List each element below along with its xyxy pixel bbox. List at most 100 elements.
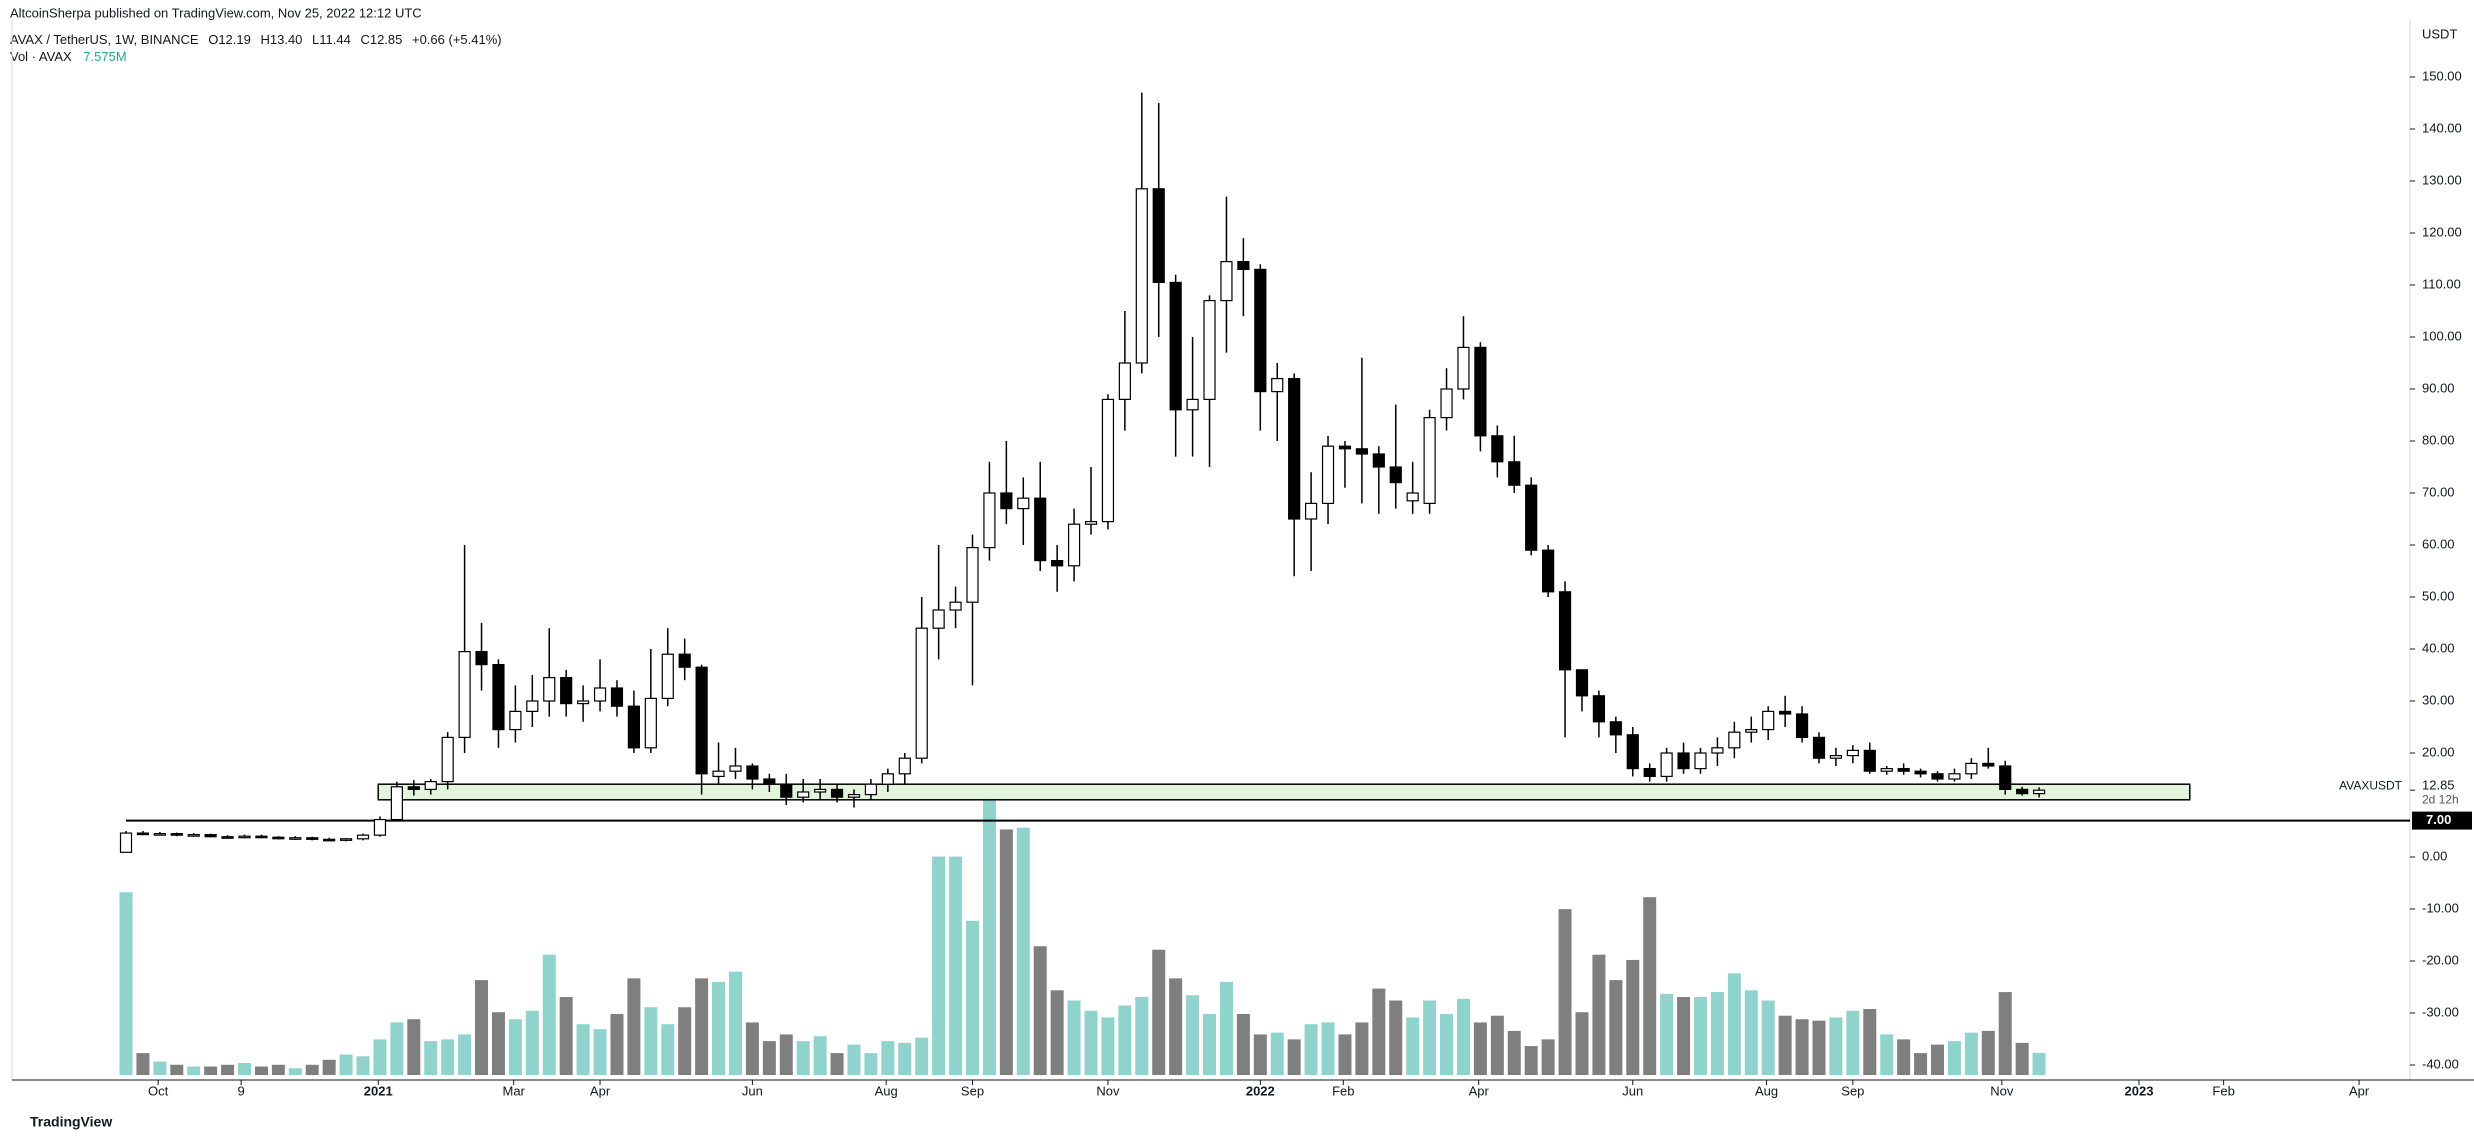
volume-bar: [881, 1041, 895, 1075]
x-tick-label: 9: [238, 1083, 245, 1098]
high: H13.40: [260, 32, 302, 47]
volume-bar: [661, 1024, 675, 1075]
volume-bar: [1084, 1010, 1098, 1075]
candle-body: [644, 697, 657, 749]
candle-body: [1880, 767, 1893, 772]
volume-bar: [1389, 1000, 1403, 1075]
volume-bar: [1033, 946, 1047, 1075]
volume-bar: [119, 892, 133, 1075]
volume-bar: [1490, 1015, 1504, 1075]
volume-bar: [1440, 1013, 1454, 1075]
candle-body: [763, 778, 776, 785]
candle-body: [1338, 445, 1352, 450]
y-tick-label: 100.00: [2422, 328, 2462, 343]
candle-body: [153, 832, 166, 836]
volume-bar: [1964, 1032, 1978, 1075]
candle-body: [780, 783, 793, 798]
volume-bar: [356, 1056, 370, 1075]
footer-brand: TradingView: [30, 1114, 112, 1130]
candle-body: [610, 687, 624, 707]
volume-bar: [187, 1066, 201, 1075]
volume-bar: [1152, 949, 1166, 1075]
volume-bar: [576, 1024, 590, 1075]
volume-bar: [695, 978, 709, 1075]
volume-bar: [1744, 990, 1758, 1075]
y-tick-label: 90.00: [2422, 380, 2455, 395]
candle-body: [1694, 752, 1707, 770]
volume-bar: [1643, 897, 1657, 1075]
candle-body: [695, 666, 708, 775]
x-tick-label: Nov: [1096, 1083, 1120, 1098]
volume-bar: [644, 1007, 658, 1075]
candle-body: [1017, 497, 1030, 510]
candle-body: [814, 788, 827, 793]
volume-bar: [1118, 1005, 1132, 1075]
volume-bar: [1338, 1034, 1352, 1075]
x-tick-label: 2023: [2125, 1083, 2154, 1098]
candle-body: [915, 627, 928, 759]
candle-body: [1101, 398, 1115, 523]
volume-bar: [153, 1061, 167, 1075]
x-tick-label: Apr: [2349, 1083, 2370, 1098]
candle-body: [729, 765, 742, 772]
candle-body: [1237, 261, 1250, 271]
volume-bar: [1626, 959, 1640, 1075]
candle-body: [2032, 789, 2046, 795]
volume-bar: [712, 981, 726, 1075]
x-tick-label: Sep: [961, 1083, 984, 1098]
candle-body: [136, 832, 150, 836]
y-tick-label: -20.00: [2422, 952, 2459, 967]
candle-body: [1254, 268, 1267, 393]
x-tick-label: Aug: [875, 1083, 898, 1098]
volume-bar: [1727, 973, 1741, 1075]
candle-body: [509, 710, 522, 731]
volume-bar: [1761, 1000, 1775, 1075]
x-tick-label: 2022: [1246, 1083, 1275, 1098]
volume-bar: [204, 1066, 218, 1075]
symbol: AVAX / TetherUS, 1W, BINANCE: [10, 32, 199, 47]
volume-bar: [610, 1013, 624, 1075]
volume-bar: [1846, 1010, 1860, 1075]
candle-body: [289, 837, 302, 840]
volume-bar: [136, 1053, 150, 1075]
volume-bar: [288, 1068, 302, 1075]
candle-body: [1762, 710, 1775, 731]
volume-bar: [1016, 827, 1030, 1075]
candle-body: [1931, 773, 1944, 780]
volume-bar: [407, 1019, 421, 1075]
candle-body: [119, 832, 133, 853]
volume-bar: [1592, 954, 1606, 1075]
volume-bar: [1270, 1032, 1284, 1075]
volume-bar: [1998, 992, 2012, 1075]
y-tick-label: -10.00: [2422, 900, 2459, 915]
volume-bar: [1135, 997, 1149, 1075]
candle-body: [712, 770, 725, 778]
candle-body: [1914, 770, 1927, 775]
volume-bar: [1219, 981, 1233, 1075]
volume-bar: [678, 1007, 692, 1075]
volume-bar: [745, 1022, 759, 1075]
candle-body: [932, 609, 945, 629]
legend-line: AVAX / TetherUS, 1W, BINANCE O12.19 H13.…: [10, 32, 502, 47]
volume-name: Vol · AVAX: [10, 49, 72, 64]
candle-body: [390, 786, 403, 821]
candle-body: [830, 788, 844, 798]
y-tick-label: 30.00: [2422, 692, 2455, 707]
volume-bar: [1304, 1024, 1318, 1075]
volume-bar: [424, 1041, 438, 1075]
volume-bar: [1372, 988, 1386, 1075]
candle-body: [441, 736, 454, 783]
volume-bar: [915, 1037, 929, 1075]
volume-bar: [475, 980, 489, 1075]
volume-bar: [1863, 1009, 1877, 1075]
candle-body: [1423, 417, 1436, 505]
candle-body: [221, 836, 234, 839]
candle-body: [356, 834, 370, 840]
candle-body: [560, 676, 573, 705]
volume-bar: [847, 1044, 861, 1075]
candle-body: [593, 687, 607, 702]
candle-body: [1067, 523, 1081, 567]
candle-body: [1846, 749, 1859, 757]
x-tick-label: Apr: [590, 1083, 611, 1098]
